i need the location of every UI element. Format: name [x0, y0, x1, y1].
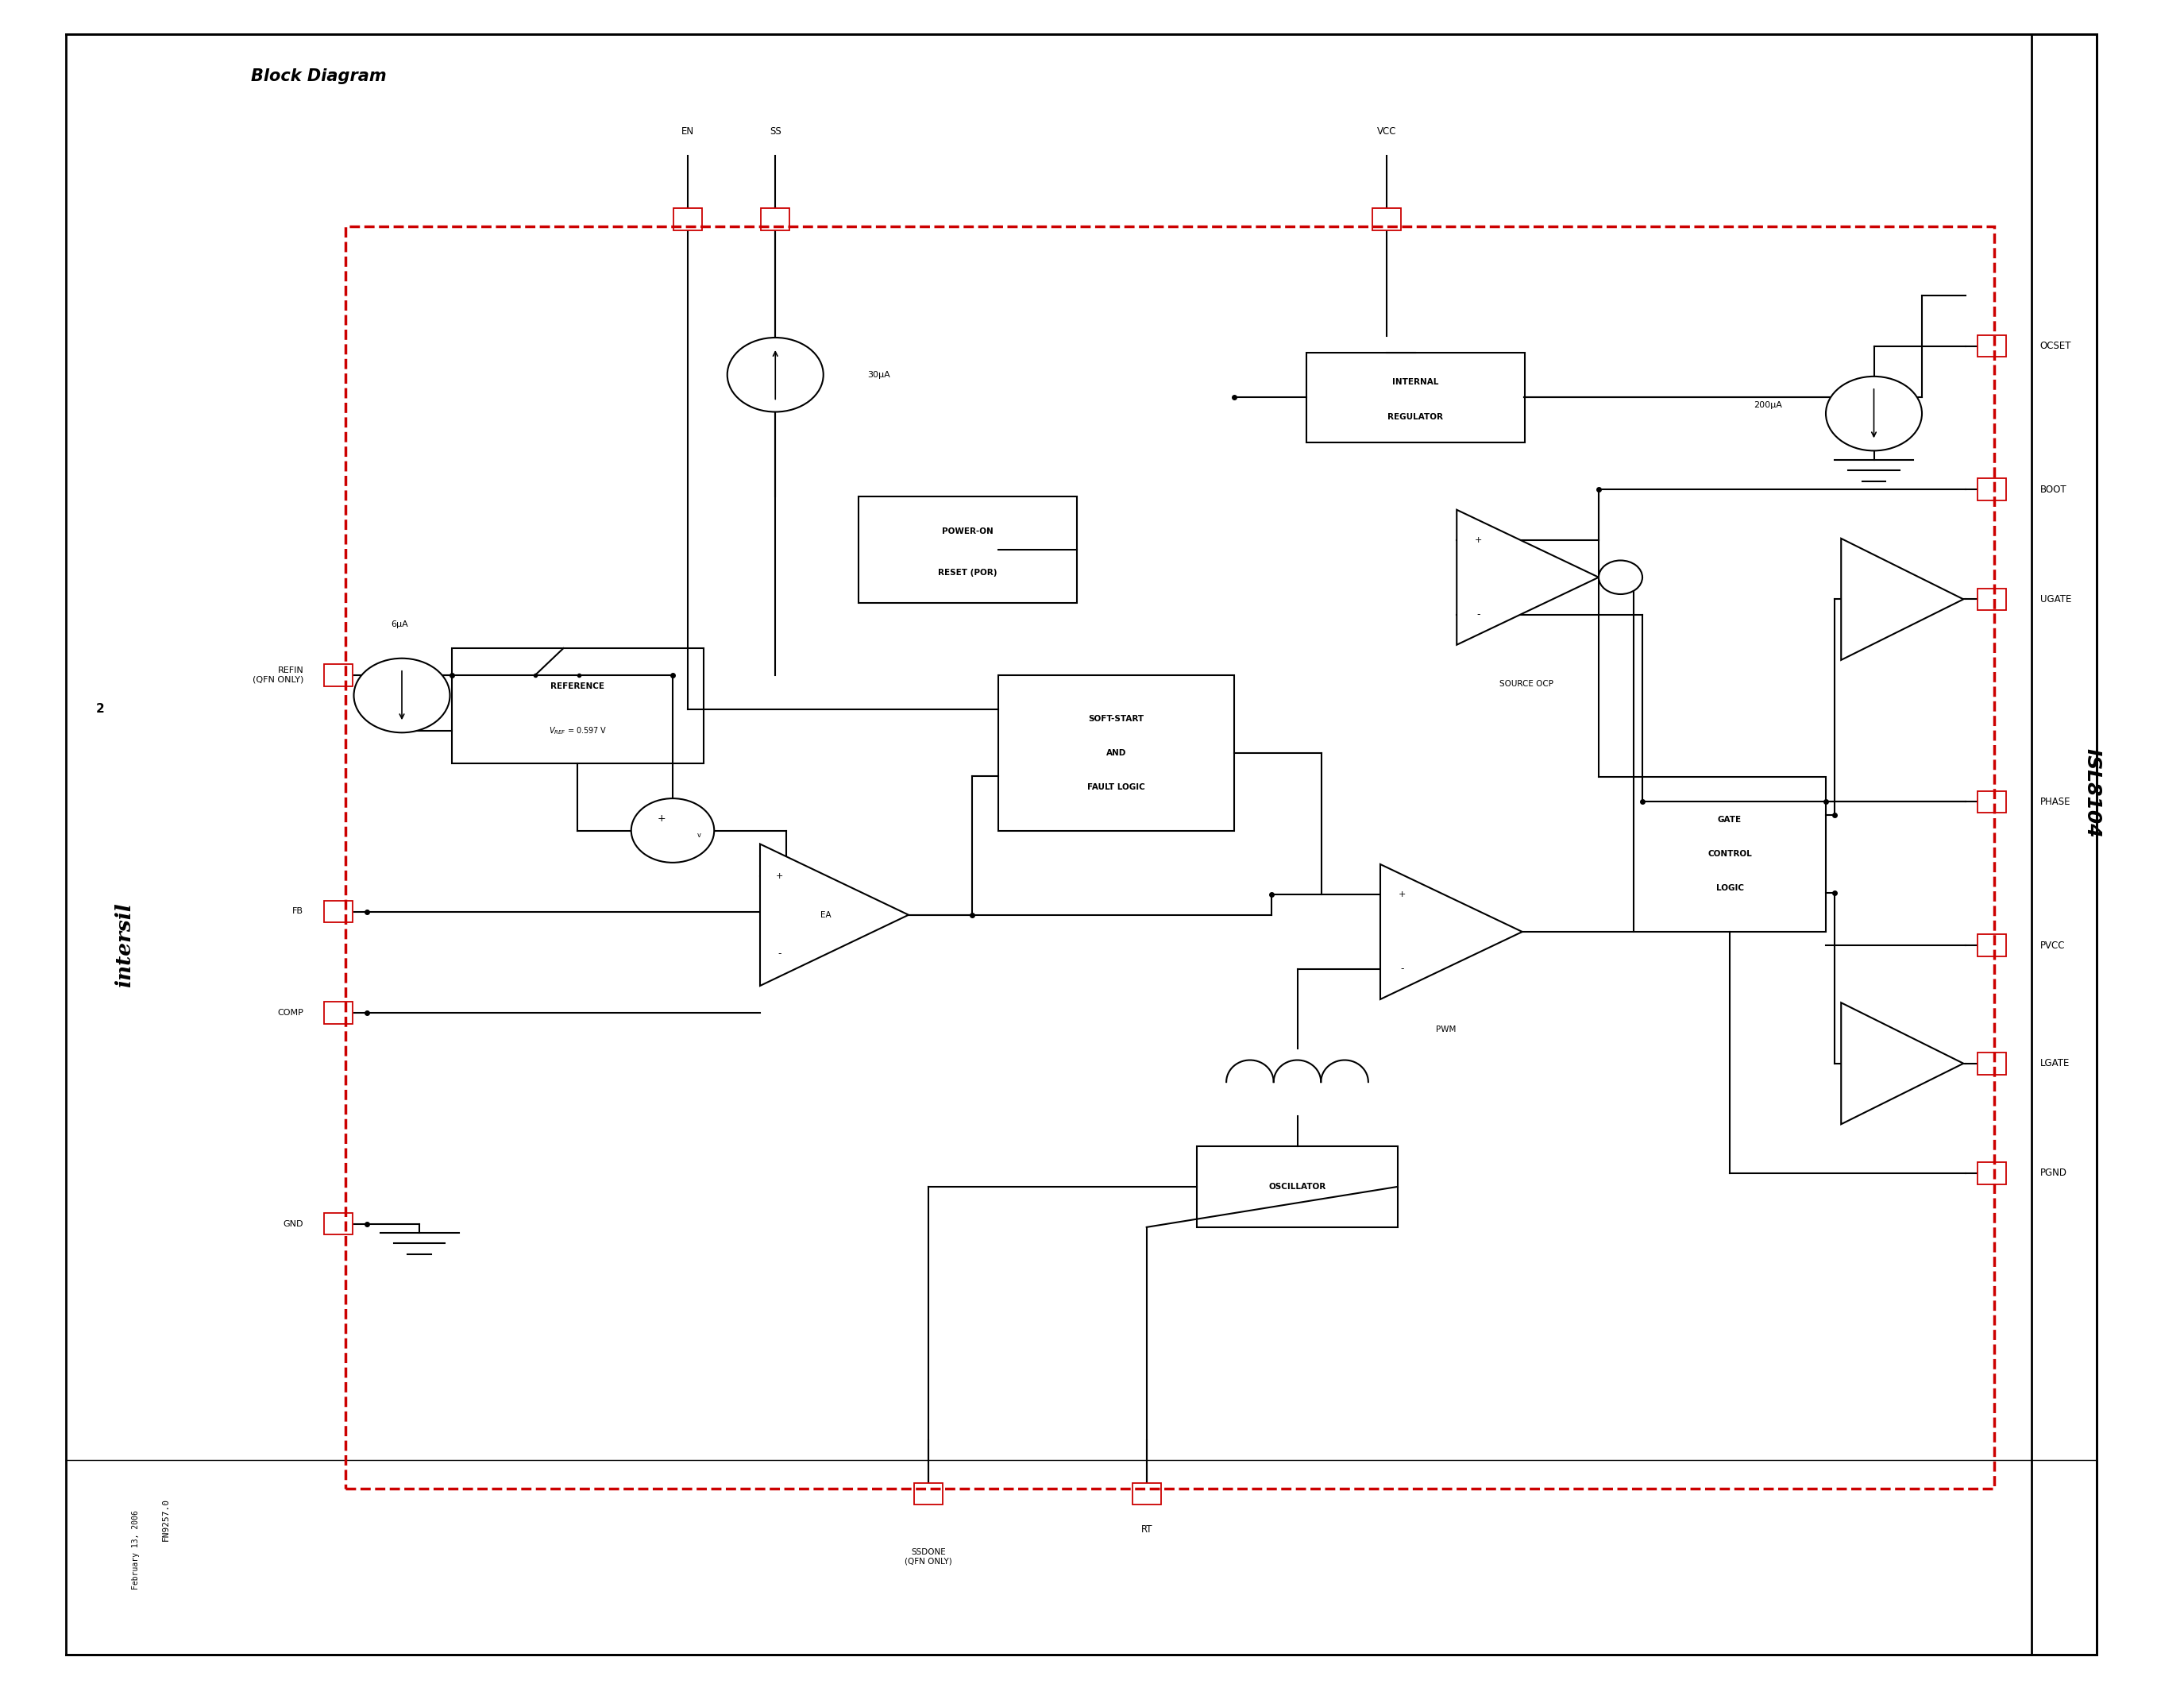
Bar — [1374, 208, 1402, 230]
Text: intersil: intersil — [114, 903, 135, 987]
Text: CONTROL: CONTROL — [1708, 851, 1752, 858]
Text: OSCILLATOR: OSCILLATOR — [1269, 1183, 1326, 1190]
Text: GATE: GATE — [1719, 815, 1741, 824]
Bar — [760, 208, 788, 230]
Text: FAULT LOGIC: FAULT LOGIC — [1088, 783, 1144, 792]
Text: REFIN
(QFN ONLY): REFIN (QFN ONLY) — [253, 667, 304, 684]
Bar — [1979, 1161, 2005, 1185]
Text: OCSET: OCSET — [2040, 341, 2070, 351]
Bar — [858, 496, 1077, 603]
Bar — [345, 226, 1994, 1489]
Text: EA: EA — [821, 912, 830, 918]
Bar — [1133, 1484, 1162, 1506]
Text: SS: SS — [769, 127, 782, 137]
Text: SSDONE
(QFN ONLY): SSDONE (QFN ONLY) — [904, 1548, 952, 1565]
Bar — [1634, 776, 1826, 932]
Text: -: - — [1476, 609, 1481, 619]
Bar — [1979, 334, 2005, 356]
Bar — [1979, 1053, 2005, 1075]
Polygon shape — [1841, 538, 1963, 660]
Text: +: + — [1398, 891, 1406, 898]
Bar — [1979, 587, 2005, 609]
Bar — [325, 663, 354, 685]
Text: EN: EN — [681, 127, 695, 137]
Text: 6μA: 6μA — [391, 621, 408, 628]
Text: SOFT-START: SOFT-START — [1088, 714, 1144, 722]
Text: LOGIC: LOGIC — [1717, 885, 1743, 893]
Bar — [913, 1484, 943, 1506]
Bar — [998, 675, 1234, 830]
Bar — [1979, 790, 2005, 812]
Bar — [1306, 353, 1524, 442]
Bar — [673, 208, 703, 230]
Text: 200μA: 200μA — [1754, 402, 1782, 408]
Text: AND: AND — [1105, 749, 1127, 756]
Text: v: v — [697, 832, 701, 839]
Bar — [452, 648, 703, 763]
Polygon shape — [1457, 510, 1599, 645]
Text: PVCC: PVCC — [2040, 940, 2064, 950]
Text: BOOT: BOOT — [2040, 484, 2066, 495]
Text: SOURCE OCP: SOURCE OCP — [1500, 680, 1553, 687]
Text: Block Diagram: Block Diagram — [251, 68, 387, 84]
Bar — [1197, 1146, 1398, 1227]
Circle shape — [354, 658, 450, 733]
Text: 2: 2 — [96, 702, 105, 716]
Circle shape — [1826, 376, 1922, 451]
Text: -: - — [1400, 964, 1404, 974]
Polygon shape — [760, 844, 909, 986]
Text: INTERNAL: INTERNAL — [1391, 378, 1439, 387]
Text: LGATE: LGATE — [2040, 1058, 2070, 1069]
Text: $V_{REF}$ = 0.597 V: $V_{REF}$ = 0.597 V — [548, 726, 607, 736]
Polygon shape — [1841, 1003, 1963, 1124]
Text: FB: FB — [293, 908, 304, 915]
Text: +: + — [1474, 537, 1483, 544]
Text: February 13, 2006: February 13, 2006 — [131, 1509, 140, 1590]
Text: RESET (POR): RESET (POR) — [937, 569, 998, 577]
Text: REFERENCE: REFERENCE — [550, 682, 605, 690]
Text: REGULATOR: REGULATOR — [1387, 414, 1444, 422]
Bar — [1979, 479, 2005, 500]
Circle shape — [727, 338, 823, 412]
Text: COMP: COMP — [277, 1009, 304, 1016]
Circle shape — [1599, 560, 1642, 594]
Text: VCC: VCC — [1378, 127, 1396, 137]
Text: -: - — [778, 949, 782, 959]
Text: PHASE: PHASE — [2040, 797, 2070, 807]
Bar — [1979, 935, 2005, 955]
Text: +: + — [775, 873, 784, 879]
Bar — [325, 901, 354, 922]
Text: GND: GND — [284, 1220, 304, 1227]
Circle shape — [631, 798, 714, 863]
Text: PGND: PGND — [2040, 1168, 2066, 1178]
Bar — [325, 1001, 354, 1023]
Text: PWM: PWM — [1435, 1026, 1457, 1033]
Text: 30μA: 30μA — [867, 371, 889, 378]
Text: FN9257.0: FN9257.0 — [162, 1497, 170, 1541]
Text: RT: RT — [1140, 1524, 1153, 1534]
Text: UGATE: UGATE — [2040, 594, 2070, 604]
Text: +: + — [657, 814, 666, 824]
Bar — [325, 1212, 354, 1236]
Polygon shape — [1380, 864, 1522, 999]
Text: ISL8104: ISL8104 — [2084, 749, 2101, 837]
Text: POWER-ON: POWER-ON — [941, 527, 994, 535]
